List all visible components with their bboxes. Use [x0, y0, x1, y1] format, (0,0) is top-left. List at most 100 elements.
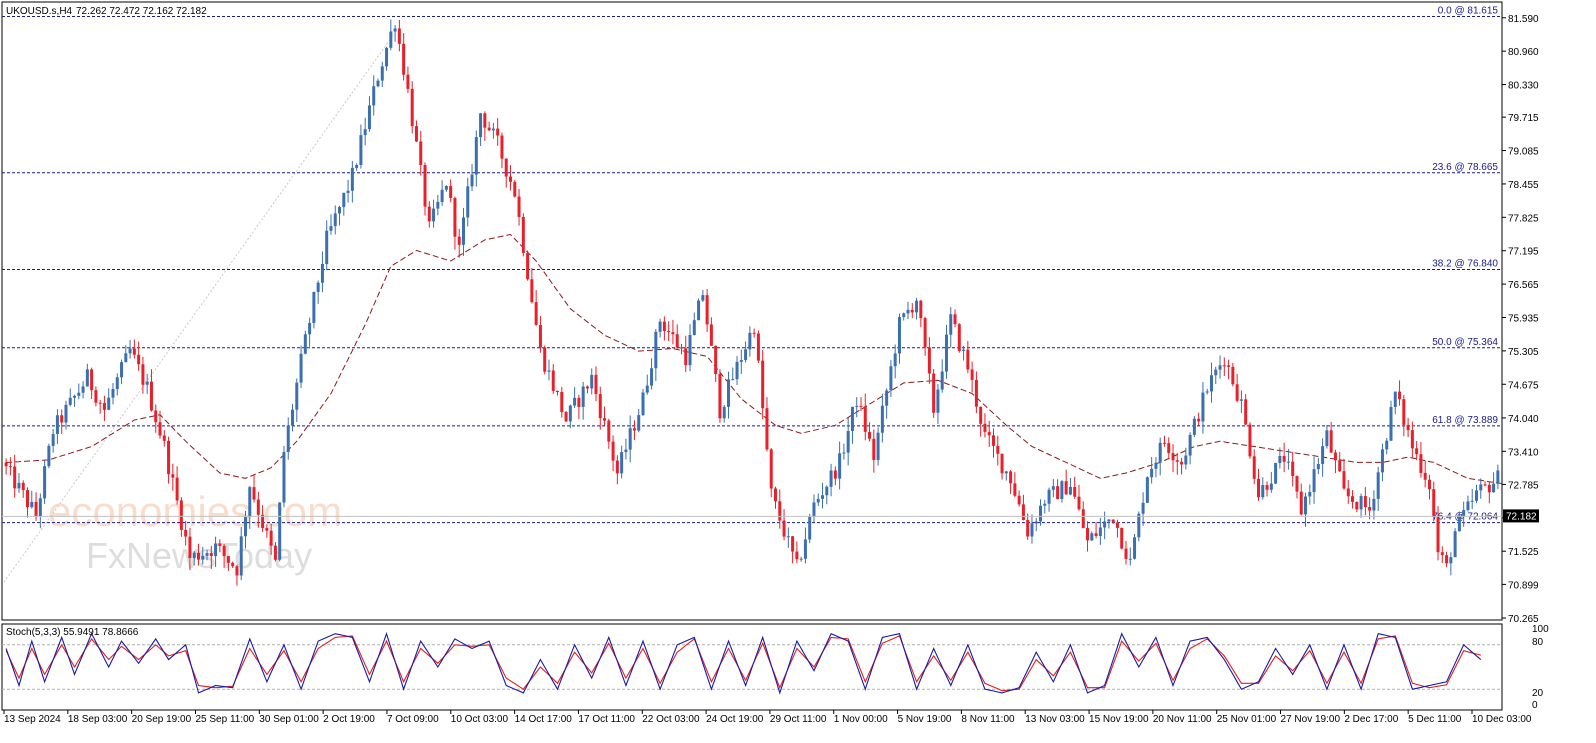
- stoch-level-0: 0: [1532, 700, 1538, 711]
- y-tick-label: 74.675: [1508, 380, 1539, 391]
- candle-body: [1244, 399, 1248, 425]
- candle-body: [487, 127, 491, 131]
- candle-body: [1214, 369, 1218, 376]
- y-tick-label: 79.085: [1508, 147, 1539, 158]
- candle-body: [325, 230, 329, 264]
- candle-body: [282, 451, 286, 503]
- stoch-level-80: 80: [1532, 637, 1544, 648]
- y-tick-label: 73.410: [1508, 447, 1539, 458]
- candle-body: [987, 431, 991, 436]
- candle-body: [513, 181, 517, 197]
- candle-body: [1406, 424, 1410, 431]
- candle-body: [355, 164, 359, 168]
- candle-body: [372, 86, 376, 106]
- x-tick-label: 25 Nov 01:00: [1217, 714, 1277, 725]
- candle-body: [226, 556, 230, 563]
- current-price-tag: 72.182: [2, 509, 1539, 523]
- candle-body: [51, 434, 55, 446]
- candle-body: [953, 314, 957, 325]
- candle-body: [949, 314, 953, 335]
- candle-body: [560, 391, 564, 413]
- candle-body: [1282, 456, 1286, 462]
- candle-body: [632, 428, 636, 431]
- candle-body: [1090, 533, 1094, 541]
- candle-body: [726, 379, 730, 407]
- candle-body: [756, 333, 760, 361]
- candle-body: [115, 377, 119, 390]
- candle-body: [705, 295, 709, 325]
- candle-body: [906, 309, 910, 314]
- candle-body: [346, 190, 350, 193]
- y-tick-label: 72.785: [1508, 480, 1539, 491]
- candle-body: [504, 158, 508, 177]
- x-tick-label: 17 Oct 11:00: [578, 714, 635, 725]
- candle-body: [1248, 424, 1252, 457]
- candle-body: [98, 402, 102, 404]
- candle-body: [359, 135, 363, 165]
- stoch-signal-line: [5, 635, 1481, 692]
- candle-body: [1333, 452, 1337, 461]
- candle-body: [1111, 519, 1115, 523]
- candle-body: [1376, 472, 1380, 499]
- candle-body: [440, 189, 444, 202]
- candle-body: [329, 226, 333, 231]
- candle-body: [1338, 460, 1342, 472]
- candle-body: [1265, 485, 1269, 490]
- candle-body: [1180, 461, 1184, 465]
- candle-body: [474, 137, 478, 175]
- candle-body: [675, 334, 679, 348]
- stochastic-oscillator: [2, 631, 1502, 695]
- candle-body: [457, 236, 461, 245]
- candle-body: [333, 213, 337, 227]
- candle-body: [1188, 434, 1192, 456]
- candle-body: [316, 282, 320, 292]
- candle-body: [611, 441, 615, 461]
- candle-body: [1274, 463, 1278, 484]
- candle-body: [752, 332, 756, 334]
- candle-body: [585, 386, 589, 389]
- candle-body: [944, 334, 948, 372]
- candle-body: [1291, 461, 1295, 477]
- candle-body: [650, 368, 654, 386]
- candle-body: [73, 395, 77, 398]
- candle-body: [590, 374, 594, 389]
- x-tick-label: 24 Oct 19:00: [706, 714, 764, 725]
- candle-body: [1385, 440, 1389, 450]
- candle-body: [94, 390, 98, 403]
- candle-body: [1077, 496, 1081, 510]
- candle-body: [850, 406, 854, 431]
- candle-body: [791, 536, 795, 552]
- stoch-label: Stoch(5,3,3) 55.9491 78.8666: [6, 627, 139, 638]
- fib-level-label: 50.0 @ 75.364: [1432, 337, 1498, 348]
- candle-body: [615, 460, 619, 474]
- candle-body: [991, 435, 995, 446]
- candle-body: [432, 208, 436, 222]
- candle-body: [286, 425, 290, 452]
- x-tick-label: 14 Oct 17:00: [515, 714, 573, 725]
- chart-symbol: UKOUSD.s,H4: [6, 6, 73, 17]
- candle-body: [1496, 470, 1500, 484]
- candle-body: [573, 397, 577, 406]
- candle-body: [919, 300, 923, 319]
- candle-body: [816, 498, 820, 503]
- candle-body: [1410, 430, 1414, 449]
- candle-body: [509, 176, 513, 182]
- candle-body: [910, 309, 914, 313]
- candle-body: [701, 295, 705, 301]
- candle-body: [1474, 490, 1478, 501]
- candle-body: [1372, 498, 1376, 511]
- candle-body: [970, 369, 974, 380]
- candle-body: [731, 379, 735, 381]
- candle-body: [137, 354, 141, 365]
- candle-body: [739, 360, 743, 362]
- candle-body: [1145, 477, 1149, 503]
- candle-body: [1030, 523, 1034, 537]
- y-tick-label: 71.525: [1508, 547, 1539, 558]
- stoch-main-line: [5, 631, 1482, 695]
- fibonacci-levels: 0.0 @ 81.615 23.6 @ 78.665 38.2 @ 76.840 50…: [2, 5, 1502, 524]
- y-tick-label: 75.305: [1508, 347, 1539, 358]
- x-tick-label: 15 Nov 19:00: [1089, 714, 1149, 725]
- candle-body: [688, 334, 692, 366]
- candle-body: [1419, 454, 1423, 473]
- candle-body: [880, 405, 884, 433]
